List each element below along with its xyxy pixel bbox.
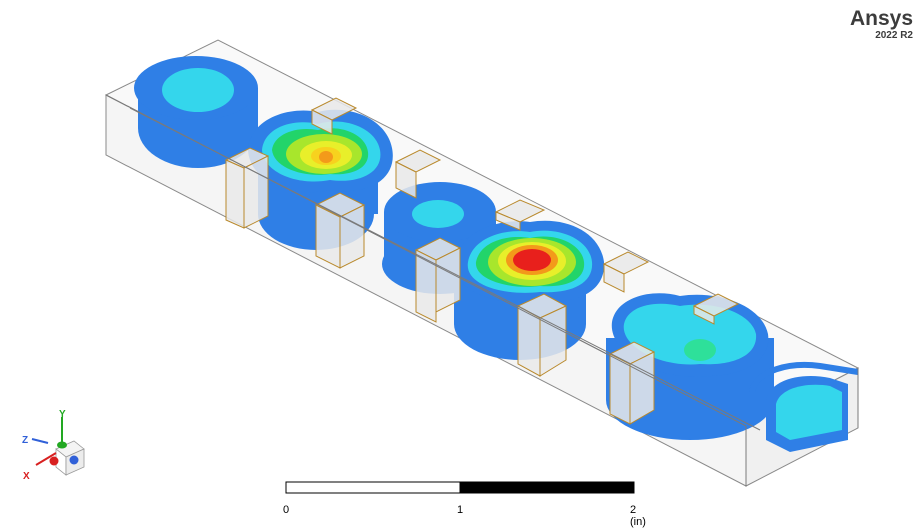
scale-label-2: 2 (in): [630, 504, 646, 528]
scale-bar: 0 1 2 (in): [280, 478, 646, 528]
contour-cylinder-6: [749, 362, 859, 452]
block-edges: [105, 94, 859, 486]
orientation-triad[interactable]: Y Z X: [18, 405, 90, 485]
scale-label-0: 0: [283, 504, 290, 516]
triad-x-label: X: [23, 471, 30, 482]
ansys-logo: Ansys 2022 R2: [850, 8, 913, 42]
triad-axis-icon: [31, 417, 85, 476]
triad-z-label: Z: [22, 435, 28, 446]
contour-cylinder-2: [248, 109, 393, 250]
brand-name: Ansys: [849, 7, 913, 30]
brand-version: 2022 R2: [875, 30, 913, 41]
scale-label-1: 1: [457, 504, 464, 516]
contour-cylinder-1: [134, 56, 258, 168]
scale-bar-graphic: [285, 481, 635, 494]
triad-y-label: Y: [59, 409, 66, 420]
